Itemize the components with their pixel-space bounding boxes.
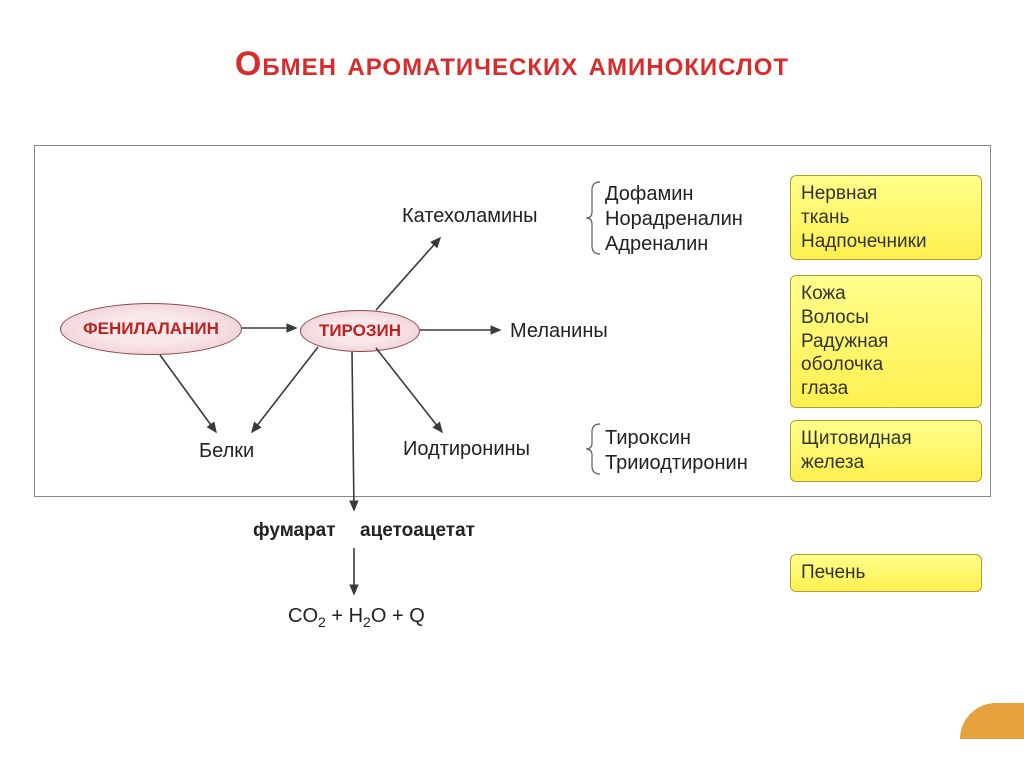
box-line: Нервная xyxy=(801,182,971,206)
box-line: Волосы xyxy=(801,306,971,330)
box-line: железа xyxy=(801,451,971,475)
box-line: оболочка xyxy=(801,353,971,377)
label-dopamine: Дофамин xyxy=(605,183,693,206)
box-nervous-tissue: НервнаятканьНадпочечники xyxy=(790,175,982,260)
box-thyroid: Щитовиднаяжелеза xyxy=(790,420,982,482)
node-tyrosine-label: ТИРОЗИН xyxy=(319,321,401,341)
label-adrenaline: Адреналин xyxy=(605,233,708,256)
box-liver: Печень xyxy=(790,554,982,592)
box-line: Щитовидная xyxy=(801,427,971,451)
slide-decoration xyxy=(960,703,1024,739)
box-line: Радужная xyxy=(801,330,971,354)
node-phenylalanine-label: ФЕНИЛАЛАНИН xyxy=(83,319,219,339)
label-proteins: Белки xyxy=(199,440,254,463)
label-formula: CO2 + H2O + Q xyxy=(288,605,425,630)
diagram-title: Обмен ароматических аминокислот xyxy=(0,45,1024,84)
label-fumarate: фумарат xyxy=(253,520,336,542)
label-iodothyronines: Иодтиронины xyxy=(403,438,530,461)
label-catecholamines: Катехоламины xyxy=(402,205,538,228)
box-line: ткань xyxy=(801,206,971,230)
label-triiodothyronine: Трииодтиронин xyxy=(605,452,748,475)
label-thyroxine: Тироксин xyxy=(605,427,691,450)
label-noradrenaline: Норадреналин xyxy=(605,208,743,231)
box-line: Надпочечники xyxy=(801,230,971,254)
box-line: Кожа xyxy=(801,282,971,306)
label-melanins: Меланины xyxy=(510,320,608,343)
node-tyrosine: ТИРОЗИН xyxy=(300,310,420,352)
node-phenylalanine: ФЕНИЛАЛАНИН xyxy=(60,303,242,355)
box-line: Печень xyxy=(801,561,971,585)
box-line: глаза xyxy=(801,377,971,401)
box-skin: КожаВолосыРадужнаяоболочкаглаза xyxy=(790,275,982,408)
label-acetoacetate: ацетоацетат xyxy=(360,520,475,542)
